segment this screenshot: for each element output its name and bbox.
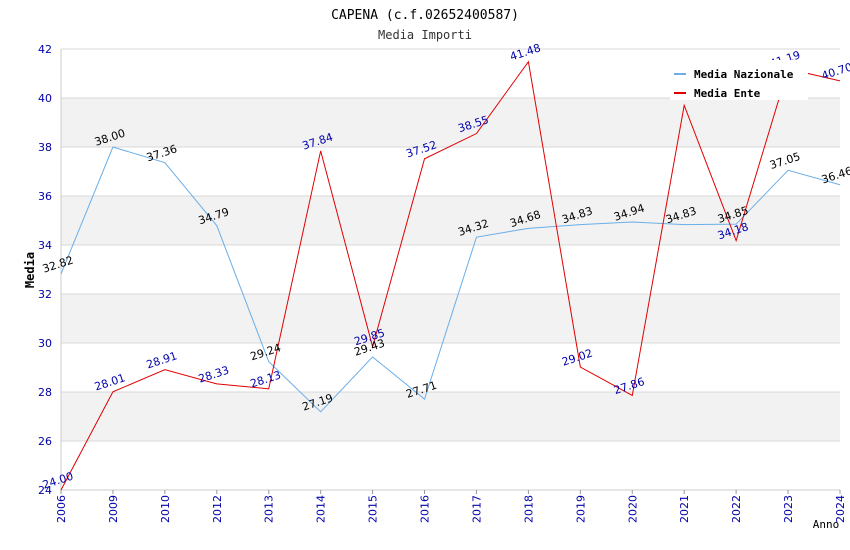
x-tick-label: 2013	[263, 495, 276, 523]
axes	[60, 49, 841, 494]
data-label: 29.24	[249, 341, 283, 363]
x-tick-label: 2012	[211, 495, 224, 523]
y-tick-label: 24	[38, 484, 52, 497]
legend-label: Media Ente	[694, 87, 761, 100]
x-tick-label: 2021	[678, 495, 691, 523]
legend-label: Media Nazionale	[694, 68, 794, 81]
data-label: 28.33	[197, 364, 231, 386]
x-tick-label: 2020	[626, 495, 639, 523]
y-tick-label: 32	[38, 288, 52, 301]
data-label: 37.05	[768, 150, 802, 172]
data-label: 32.82	[41, 254, 75, 276]
y-tick-label: 42	[38, 43, 52, 56]
chart-subtitle: Media Importi	[378, 28, 472, 42]
plot-bands	[61, 98, 840, 441]
y-tick-labels: 24 26 28 30 32 34 36 38 40 42	[38, 43, 52, 497]
x-tick-label: 2024	[834, 495, 847, 523]
plot-band	[61, 98, 840, 147]
data-label: 28.01	[93, 371, 127, 393]
x-tick-label: 2010	[159, 495, 172, 523]
y-tick-label: 40	[38, 92, 52, 105]
series-line-media-nazionale	[60, 146, 841, 413]
y-tick-label: 36	[38, 190, 52, 203]
x-tick-label: 2014	[315, 495, 328, 523]
x-tick-label: 2017	[470, 495, 483, 523]
plot-band	[61, 196, 840, 245]
series-lines	[60, 60, 841, 491]
x-tick-label: 2019	[574, 495, 587, 523]
grid-lines	[61, 48, 840, 491]
y-tick-label: 34	[38, 239, 52, 252]
legend-box	[670, 60, 808, 100]
y-tick-label: 38	[38, 141, 52, 154]
x-tick-label: 2022	[730, 495, 743, 523]
x-axis-label: Anno	[813, 518, 840, 531]
x-tick-label: 2023	[782, 495, 795, 523]
x-tick-label: 2015	[367, 495, 380, 523]
series-line-media-ente	[60, 60, 841, 491]
x-tick-labels: 2006 2009 2010 2012 2013 2014 2015 2016 2017 2018…	[55, 495, 847, 523]
plot-band	[61, 392, 840, 441]
y-tick-label: 26	[38, 435, 52, 448]
y-axis-label: Media	[23, 252, 37, 288]
y-tick-label: 30	[38, 337, 52, 350]
data-label: 28.13	[249, 368, 283, 390]
data-label: 28.91	[145, 349, 179, 371]
data-label: 29.02	[560, 347, 594, 369]
data-label: 41.48	[508, 41, 542, 63]
x-tick-label: 2016	[419, 495, 432, 523]
data-label: 24.00	[41, 470, 75, 492]
y-tick-label: 28	[38, 386, 52, 399]
legend: Media Nazionale Media Ente	[670, 60, 808, 100]
x-tick-label: 2018	[522, 495, 535, 523]
x-tick-label: 2006	[55, 495, 68, 523]
chart-title: CAPENA (c.f.02652400587)	[331, 8, 519, 23]
x-tick-label: 2009	[107, 495, 120, 523]
